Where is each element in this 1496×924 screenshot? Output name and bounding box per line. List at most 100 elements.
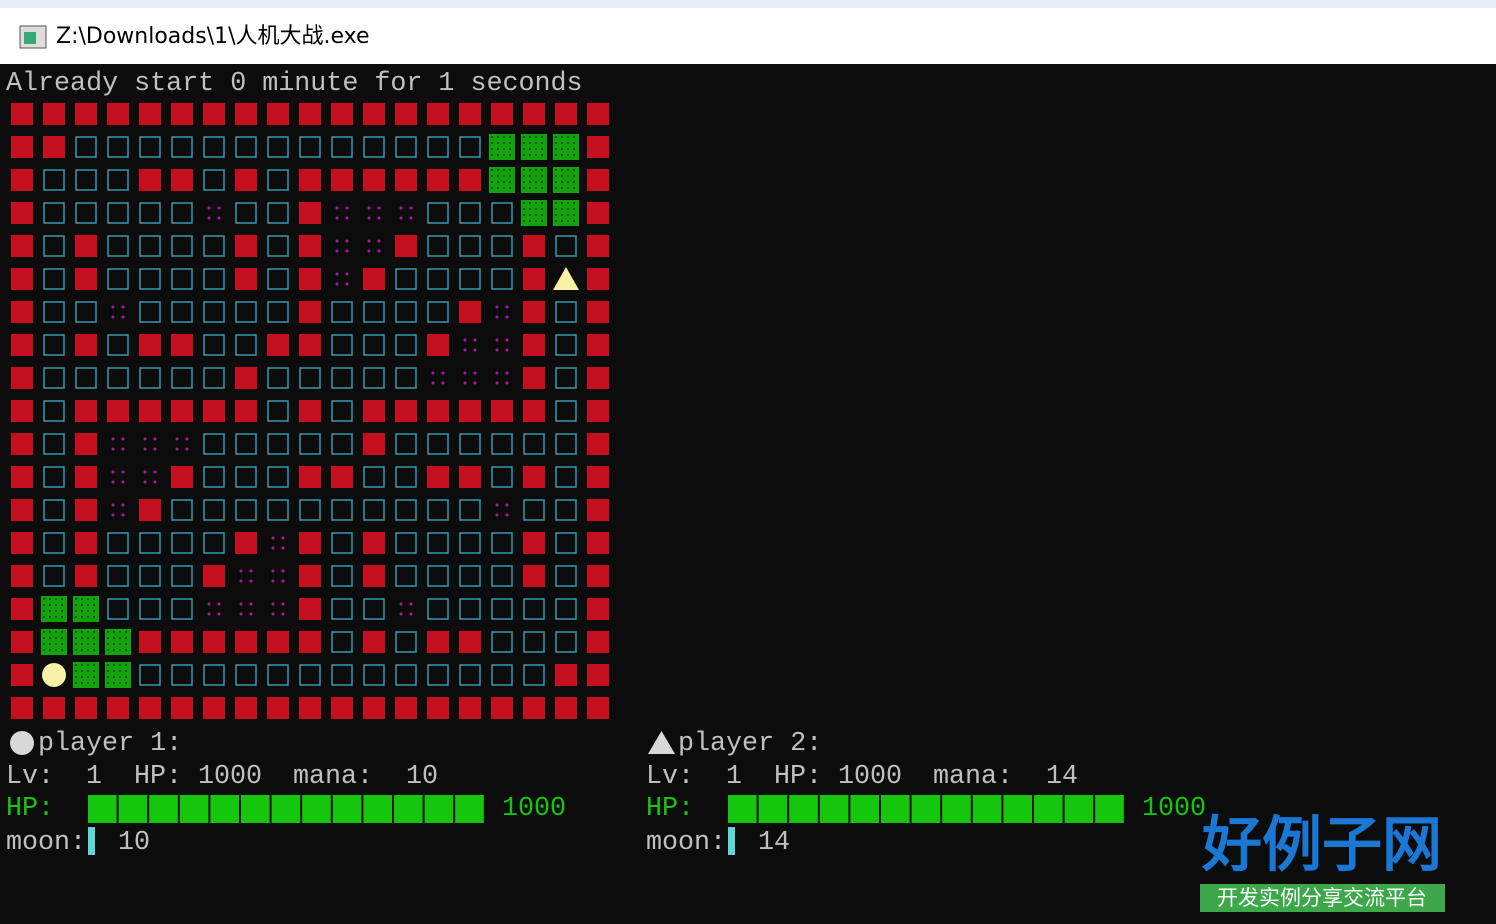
grass-dot xyxy=(573,169,575,171)
floor xyxy=(107,202,129,224)
water-dot xyxy=(431,381,435,385)
grass-dot xyxy=(573,208,575,210)
wall xyxy=(75,433,97,455)
grass-dot xyxy=(567,187,569,189)
wall xyxy=(299,697,321,719)
water-dot xyxy=(505,348,509,352)
wall xyxy=(299,400,321,422)
grass-dot xyxy=(567,142,569,144)
grass-dot xyxy=(55,649,57,651)
wall xyxy=(299,268,321,290)
floor xyxy=(43,466,65,488)
grass-dot xyxy=(125,643,127,645)
water-dot xyxy=(367,206,371,210)
water-dot xyxy=(473,338,477,342)
grass-dot xyxy=(561,175,563,177)
wall xyxy=(587,433,609,455)
grass-dot xyxy=(535,208,537,210)
grass-dot xyxy=(125,649,127,651)
hp-block xyxy=(1064,795,1094,823)
grass-dot xyxy=(75,676,77,678)
wall xyxy=(107,400,129,422)
floor xyxy=(139,598,161,620)
floor xyxy=(427,301,449,323)
grass-dot xyxy=(491,148,493,150)
grass-dot xyxy=(555,181,557,183)
water-dot xyxy=(505,371,509,375)
grass-dot xyxy=(87,610,89,612)
hp-value: 1000 xyxy=(838,762,902,792)
wall xyxy=(299,565,321,587)
grass-dot xyxy=(61,649,63,651)
floor xyxy=(523,598,545,620)
floor xyxy=(299,664,321,686)
water-dot xyxy=(281,536,285,540)
grass-dot xyxy=(87,631,89,633)
floor xyxy=(235,433,257,455)
grass-dot xyxy=(509,136,511,138)
grass-dot xyxy=(75,670,77,672)
player1-icon xyxy=(10,731,34,755)
grass-dot xyxy=(561,154,563,156)
grass-dot xyxy=(529,187,531,189)
grass-dot xyxy=(497,154,499,156)
floor xyxy=(395,664,417,686)
hp-block xyxy=(271,795,301,823)
hp-block xyxy=(149,795,178,823)
floor xyxy=(107,235,129,257)
floor xyxy=(43,367,65,389)
wall xyxy=(299,301,321,323)
grass-dot xyxy=(535,202,537,204)
wall xyxy=(43,697,65,719)
floor xyxy=(203,664,225,686)
grass-dot xyxy=(75,616,77,618)
floor xyxy=(395,367,417,389)
wall xyxy=(203,697,225,719)
floor xyxy=(299,499,321,521)
grass-dot xyxy=(113,682,115,684)
hp-bar-value: 1000 xyxy=(502,794,566,824)
floor xyxy=(171,664,193,686)
grass-dot xyxy=(561,214,563,216)
mana-label: mana: xyxy=(293,762,373,792)
water-dot xyxy=(121,305,125,309)
floor xyxy=(331,433,353,455)
wall xyxy=(363,268,385,290)
grass-dot xyxy=(43,637,45,639)
grass-dot xyxy=(573,175,575,177)
grass-dot xyxy=(529,169,531,171)
grass-dot xyxy=(75,637,77,639)
hp-block xyxy=(728,795,757,823)
wall xyxy=(11,367,33,389)
floor xyxy=(331,532,353,554)
grass-dot xyxy=(497,136,499,138)
water-dot xyxy=(121,447,125,451)
water-dot xyxy=(249,569,253,573)
grass-dot xyxy=(119,643,121,645)
grass-dot xyxy=(55,616,57,618)
floor xyxy=(331,499,353,521)
wall xyxy=(587,202,609,224)
floor xyxy=(459,136,481,158)
grass-dot xyxy=(555,175,557,177)
water-dot xyxy=(399,602,403,606)
wall xyxy=(459,697,481,719)
wall xyxy=(555,103,577,125)
wall xyxy=(523,301,545,323)
floor xyxy=(395,301,417,323)
floor xyxy=(139,202,161,224)
floor xyxy=(75,202,97,224)
grass-dot xyxy=(113,676,115,678)
water-dot xyxy=(271,612,275,616)
grass-dot xyxy=(535,181,537,183)
grass-dot xyxy=(541,136,543,138)
wall xyxy=(459,631,481,653)
hp-block xyxy=(302,795,331,823)
water-dot xyxy=(335,249,339,253)
wall xyxy=(235,697,257,719)
floor xyxy=(43,268,65,290)
water-dot xyxy=(121,513,125,517)
floor xyxy=(555,466,577,488)
water-dot xyxy=(239,612,243,616)
